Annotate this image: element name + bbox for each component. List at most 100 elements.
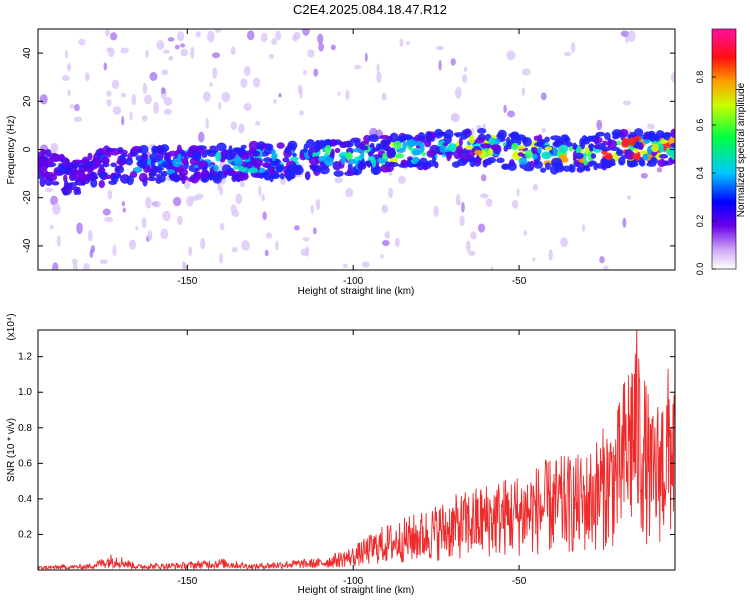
spectrogram-speckle	[292, 34, 299, 42]
spectrogram-ridge-cell	[559, 166, 565, 171]
spectrogram-ridge-cell	[305, 138, 315, 149]
spectrogram-ridge-cell	[475, 137, 485, 144]
spectrogram-speckle	[121, 201, 126, 207]
spectrogram-ridge-cell	[526, 161, 532, 169]
spectrogram-speckle	[160, 228, 169, 240]
spectrogram-speckle	[202, 91, 211, 102]
colorbar	[711, 28, 737, 270]
spectrogram-ridge-cell	[72, 159, 83, 164]
spectrogram-speckle	[260, 32, 268, 43]
spectrogram-ridge-cell	[119, 154, 125, 163]
spectrogram-ridge-cell	[193, 151, 202, 161]
spectrogram-ridge-cell	[621, 137, 629, 146]
spectrogram-speckle	[147, 230, 153, 241]
spectrogram-speckle	[112, 106, 122, 115]
spectrogram-ridge-cell	[389, 148, 396, 158]
spectrogram-ridge-cell	[348, 158, 357, 165]
spectrogram-speckle	[67, 62, 72, 72]
spectrogram-ridge-cell	[488, 137, 496, 146]
spectrogram-ridge-cell	[482, 159, 488, 168]
spectrogram-ridge-cell	[64, 157, 69, 167]
spectrogram-ridge-cell	[63, 174, 68, 183]
spectrogram-ridge-cell	[40, 149, 48, 155]
spectrogram-ridge-cell	[595, 133, 600, 139]
spectrogram-speckle	[490, 266, 494, 270]
spectrogram-ridge-cell	[344, 171, 355, 177]
spectrogram-speckle	[103, 62, 108, 71]
spectrogram-ridge-cell	[657, 158, 666, 168]
spectrogram-speckle	[252, 77, 261, 88]
spectrogram-ridge-cell	[235, 173, 241, 183]
spectrogram-speckle	[205, 117, 209, 129]
spectrogram-ridge-cell	[458, 137, 463, 147]
spectrogram-ridge-cell	[552, 146, 558, 157]
spectrogram-speckle	[182, 260, 186, 270]
spectrogram-ridge-cell	[236, 157, 243, 167]
spectrogram-speckle	[106, 98, 112, 107]
spectrogram-speckle	[463, 66, 468, 73]
top-x-axis: -150 -100 -50	[177, 29, 527, 287]
spectrogram-ridge-cell	[601, 157, 607, 165]
spectrogram-speckle	[467, 250, 476, 256]
spectrogram-ridge-cell	[563, 157, 569, 163]
spectrogram-speckle	[111, 79, 120, 90]
spectrogram-ridge-cell	[658, 143, 664, 153]
spectrogram-ridge-cell	[407, 156, 413, 161]
spectrogram-ridge-cell	[533, 160, 543, 169]
bottom-y-tick-label: 0.6	[18, 458, 32, 469]
spectrogram-ridge-cell	[215, 151, 222, 162]
spectrogram-speckle	[647, 123, 655, 130]
spectrogram-ridge-cell	[147, 176, 157, 182]
spectrogram-ridge-cell	[476, 127, 487, 134]
spectrogram-ridge-cell	[232, 147, 241, 153]
spectrogram-speckle	[622, 217, 627, 228]
spectrogram-speckle	[161, 69, 169, 76]
spectrogram-ridge-cell	[357, 162, 367, 170]
spectrogram-ridge-cell	[108, 180, 118, 185]
spectrogram-ridge-cell	[400, 159, 408, 167]
spectrogram-speckle	[581, 224, 586, 232]
spectrogram-ridge-cell	[340, 141, 352, 148]
spectrogram-ridge-cell	[408, 138, 414, 149]
spectrogram-speckle	[122, 207, 126, 213]
spectrogram-speckle	[398, 175, 406, 184]
spectrogram-ridge-cell	[517, 152, 524, 157]
spectrogram-speckle	[461, 202, 465, 213]
spectrogram-ridge-cell	[112, 173, 122, 179]
spectrogram-speckle	[627, 30, 636, 42]
spectrogram-speckle	[156, 40, 165, 50]
spectrogram-speckle	[186, 195, 194, 207]
spectrogram-ridge-cell	[272, 172, 279, 179]
spectrogram-speckle	[106, 90, 112, 97]
spectrogram-ridge-cell	[590, 153, 597, 159]
spectrogram-speckle	[145, 196, 152, 209]
spectrogram-speckle	[78, 38, 86, 46]
spectrogram-ridge-cell	[44, 157, 54, 167]
spectrogram-speckle	[640, 172, 648, 179]
spectrogram-ridge-cell	[540, 167, 547, 173]
spectrogram-ridge-cell	[126, 175, 134, 186]
spectrogram-speckle	[307, 49, 315, 58]
spectrogram-ridge-cell	[323, 156, 334, 167]
spectrogram-ridge-cell	[158, 173, 166, 183]
spectrogram-ridge-cell	[568, 146, 573, 152]
spectrogram-speckle	[479, 193, 489, 199]
spectrogram-speckle	[511, 199, 519, 209]
spectrogram-speckle	[302, 237, 310, 242]
spectrogram-ridge-cell	[282, 157, 290, 163]
spectrogram-ridge-cell	[97, 167, 106, 173]
spectrogram-ridge-cell	[146, 164, 151, 173]
spectrogram-ridge-cell	[56, 165, 66, 174]
spectrogram-speckle	[485, 198, 493, 208]
spectrogram-speckle	[470, 127, 475, 138]
spectrogram-ridge-cell	[157, 164, 162, 175]
colorbar-tick-label: 0.0	[695, 263, 705, 276]
spectrogram-ridge-cell	[604, 132, 611, 141]
spectrogram-speckle	[261, 194, 265, 202]
spectrogram-speckle	[163, 96, 173, 106]
spectrogram-ridge-cell	[106, 151, 112, 158]
spectrogram-speckle	[318, 42, 324, 52]
spectrogram-speckle	[602, 265, 609, 270]
spectrogram-speckle	[381, 92, 387, 101]
spectrogram-speckle	[74, 103, 80, 112]
